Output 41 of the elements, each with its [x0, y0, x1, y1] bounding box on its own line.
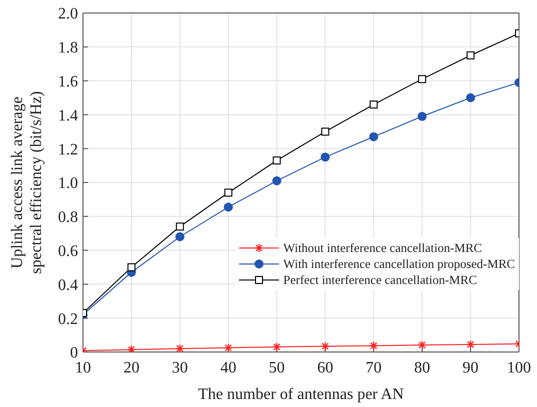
point	[369, 132, 378, 142]
x-tick-label: 60	[317, 359, 334, 376]
point	[466, 93, 476, 102]
point	[272, 156, 281, 164]
point	[224, 188, 232, 197]
y-tick-label: 2.0	[58, 6, 78, 23]
point	[466, 51, 475, 60]
y-tick-label: 0.2	[58, 310, 78, 328]
point	[370, 100, 378, 109]
point	[320, 152, 330, 162]
y-tick-label: 0.4	[58, 276, 78, 294]
x-tick-label: 20	[123, 359, 140, 376]
point	[418, 112, 427, 121]
legend-label: Without interference cancellation-MRC	[283, 240, 482, 256]
x-tick-label: 50	[268, 359, 285, 376]
y-tick-label: 1.6	[58, 73, 78, 90]
x-tick-label: 80	[414, 359, 430, 376]
y-tick-label: 1.2	[58, 141, 78, 158]
legend-label: Perfect interference cancellation-MRC	[283, 272, 477, 288]
x-tick-label: 70	[366, 359, 382, 376]
x-tick-label: 90	[462, 359, 479, 376]
point	[272, 176, 282, 186]
x-tick-label: 30	[172, 359, 188, 376]
point	[224, 202, 233, 212]
x-tick-label: 100	[507, 359, 531, 376]
point	[418, 75, 426, 84]
x-axis-title: The number of antennas per AN	[198, 386, 404, 403]
y-tick-label: 0.6	[58, 242, 78, 260]
point	[127, 263, 136, 272]
x-tick-label: 40	[220, 359, 236, 376]
y-tick-label: 0	[70, 344, 78, 362]
y-axis-title: Uplink access link average spectral efficiency (bit/s/Hz)	[9, 91, 45, 274]
point	[175, 232, 184, 242]
point	[321, 128, 330, 136]
point	[176, 222, 184, 231]
y-tick-label: 1.4	[58, 107, 78, 124]
y-tick-label: 0.8	[58, 209, 78, 226]
legend-label: With interference cancellation proposed-MRC	[283, 256, 515, 272]
x-tick-label: 10	[75, 359, 91, 376]
y-tick-label: 1.0	[58, 175, 78, 192]
y-tick-label: 1.8	[58, 40, 78, 57]
